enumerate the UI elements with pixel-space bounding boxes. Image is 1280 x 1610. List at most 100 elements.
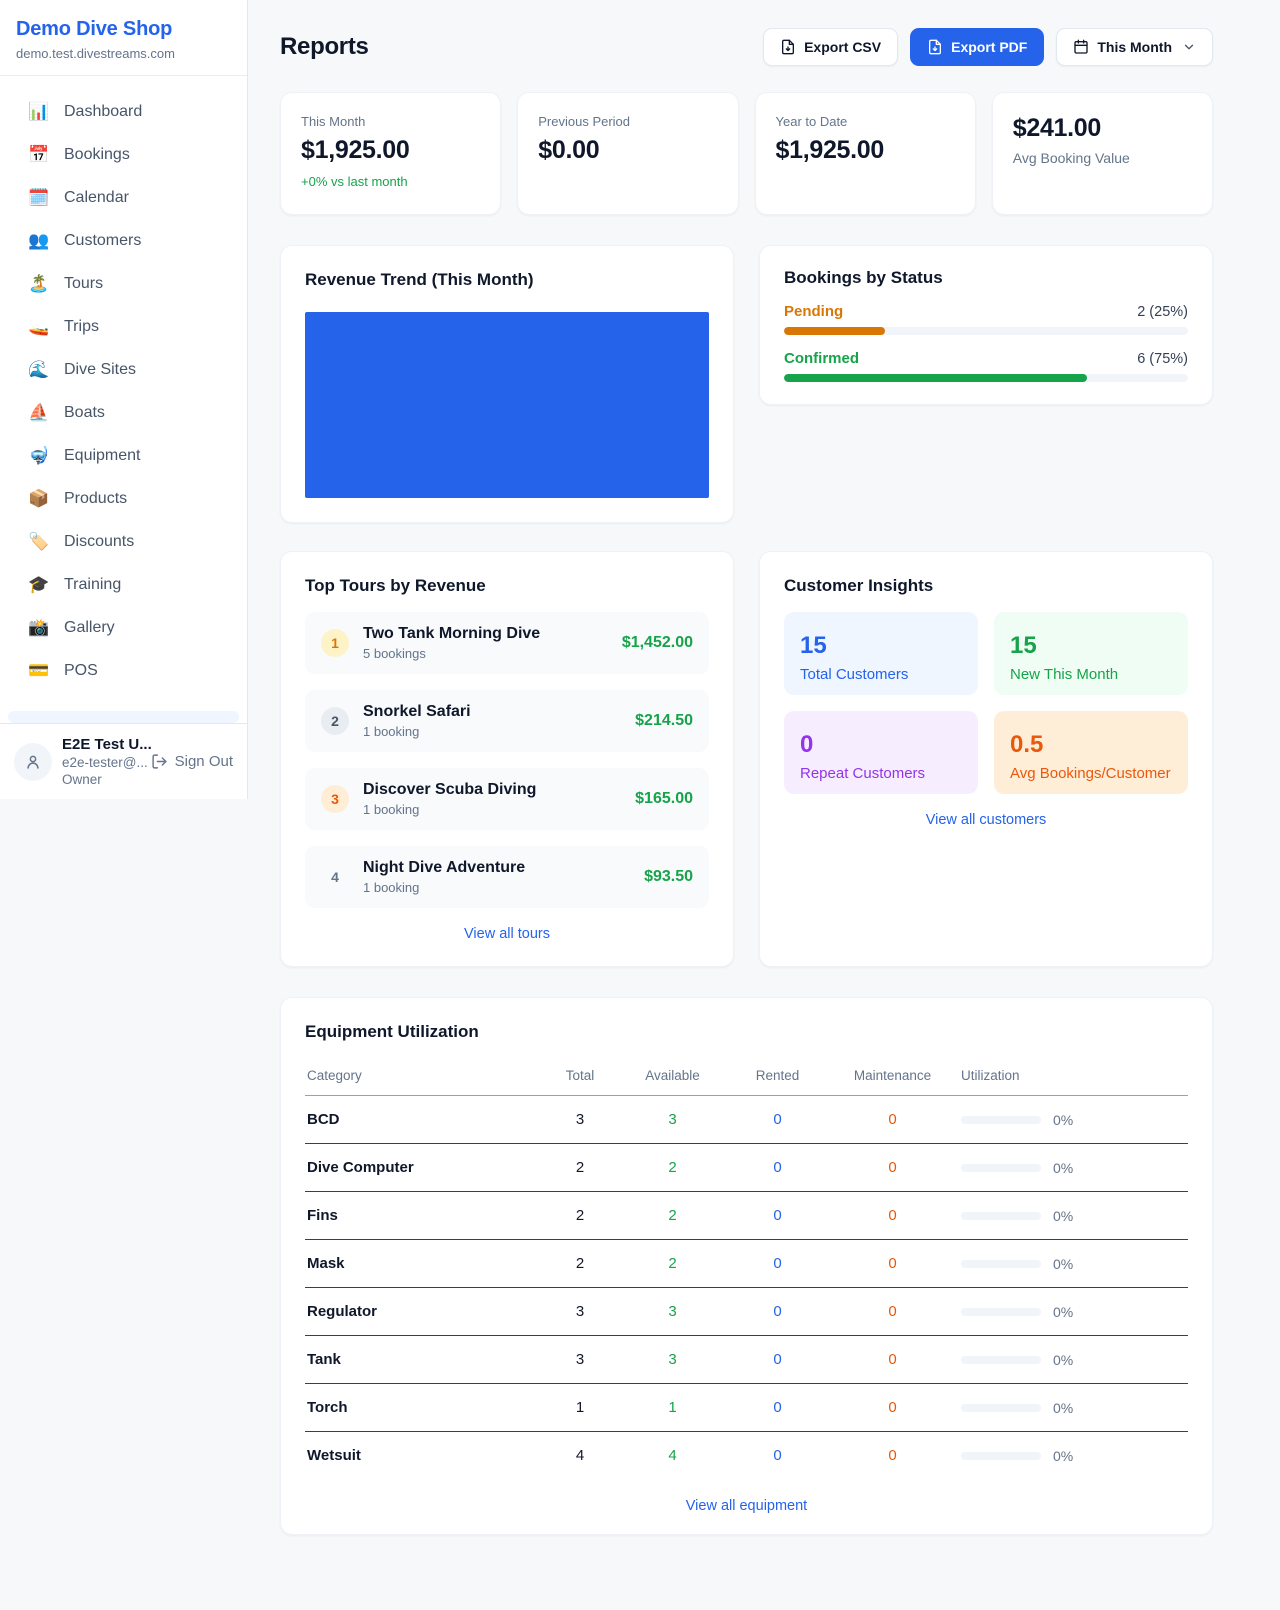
tile-total-customers: 15 Total Customers	[784, 612, 978, 695]
stat-value: $1,925.00	[301, 136, 410, 164]
user-email: e2e-tester@...	[62, 755, 148, 770]
tour-name: Snorkel Safari	[363, 703, 471, 720]
export-pdf-button[interactable]: Export PDF	[910, 28, 1045, 66]
table-row: Torch 1 1 0 0 0%	[305, 1383, 1188, 1432]
cell-category: Fins	[305, 1191, 540, 1240]
cell-maintenance: 0	[830, 1095, 955, 1144]
diving-mask-icon: 🤿	[28, 446, 50, 465]
table-row: Mask 2 2 0 0 0%	[305, 1239, 1188, 1288]
sidebar-item-tours[interactable]: 🏝️ Tours	[8, 262, 239, 305]
brand-name[interactable]: Demo Dive Shop	[16, 18, 173, 40]
sidebar-item-calendar[interactable]: 🗓️ Calendar	[8, 176, 239, 219]
sidebar-item-trips[interactable]: 🚤 Trips	[8, 305, 239, 348]
sidebar-item-discounts[interactable]: 🏷️ Discounts	[8, 520, 239, 563]
sidebar-item-label: Training	[64, 575, 122, 593]
column-header-rented: Rented	[725, 1060, 830, 1096]
stat-card-year-to-date: Year to Date $1,925.00	[754, 92, 976, 215]
cell-maintenance: 0	[830, 1143, 955, 1192]
utilization-percent: 0%	[1053, 1159, 1074, 1176]
sidebar-item-dive-sites[interactable]: 🌊 Dive Sites	[8, 348, 239, 391]
status-label: Pending	[784, 303, 844, 320]
status-row-pending: Pending 2 (25%)	[784, 303, 1188, 335]
sign-out-button[interactable]: Sign Out	[151, 753, 233, 770]
sidebar-item-label: Equipment	[64, 446, 141, 464]
cell-rented: 0	[725, 1239, 830, 1288]
stat-label: This Month	[301, 114, 366, 129]
cell-total: 2	[540, 1143, 620, 1192]
avatar	[14, 742, 52, 781]
graduation-cap-icon: 🎓	[28, 575, 50, 594]
user-role: Owner	[62, 772, 102, 787]
sidebar-nav: 📊 Dashboard 📅 Bookings 🗓️ Calendar 👥 Cus…	[0, 76, 247, 709]
chevron-down-icon	[1184, 44, 1194, 50]
export-csv-button[interactable]: Export CSV	[763, 28, 899, 66]
status-count: 6 (75%)	[1137, 350, 1188, 367]
stat-label: Previous Period	[538, 114, 631, 129]
cell-utilization: 0%	[955, 1239, 1188, 1288]
view-all-customers-link[interactable]: View all customers	[925, 812, 1047, 828]
file-download-icon	[929, 39, 942, 55]
cell-utilization: 0%	[955, 1143, 1188, 1192]
sidebar-item-training[interactable]: 🎓 Training	[8, 563, 239, 606]
revenue-trend-title: Revenue Trend (This Month)	[305, 270, 534, 289]
credit-card-icon: 💳	[28, 661, 50, 680]
tour-revenue: $93.50	[644, 868, 693, 885]
cell-available: 2	[620, 1191, 725, 1240]
utilization-percent: 0%	[1053, 1447, 1074, 1464]
sidebar-item-pos[interactable]: 💳 POS	[8, 649, 239, 692]
cell-maintenance: 0	[830, 1287, 955, 1336]
insights-row: Top Tours by Revenue 1 Two Tank Morning …	[280, 551, 1213, 967]
bookings-by-status-title: Bookings by Status	[784, 268, 943, 287]
sidebar-item-products[interactable]: 📦 Products	[8, 477, 239, 520]
cell-total: 3	[540, 1095, 620, 1144]
cell-category: Regulator	[305, 1287, 540, 1336]
utilization-bar	[961, 1451, 1041, 1460]
view-all-tours-link[interactable]: View all tours	[464, 926, 550, 942]
status-label: Confirmed	[784, 350, 859, 367]
speedboat-icon: 🚤	[28, 317, 50, 336]
users-icon: 👥	[28, 231, 50, 250]
sidebar-item-equipment[interactable]: 🤿 Equipment	[8, 434, 239, 477]
wave-icon: 🌊	[28, 360, 50, 379]
progress-track	[784, 374, 1188, 382]
sidebar-item-gallery[interactable]: 📸 Gallery	[8, 606, 239, 649]
stats-row: This Month $1,925.00 +0% vs last month P…	[280, 92, 1213, 215]
cell-total: 3	[540, 1335, 620, 1384]
cell-maintenance: 0	[830, 1239, 955, 1288]
tour-row[interactable]: 4 Night Dive Adventure 1 booking $93.50	[305, 846, 709, 908]
tour-row[interactable]: 3 Discover Scuba Diving 1 booking $165.0…	[305, 768, 709, 830]
stat-value: $241.00	[1012, 114, 1102, 142]
sidebar-item-customers[interactable]: 👥 Customers	[8, 219, 239, 262]
sidebar-item-label: Customers	[64, 231, 142, 249]
page-title: Reports	[280, 33, 369, 60]
tag-icon: 🏷️	[28, 532, 50, 551]
cell-rented: 0	[725, 1143, 830, 1192]
cell-rented: 0	[725, 1095, 830, 1144]
top-tours-card: Top Tours by Revenue 1 Two Tank Morning …	[280, 551, 734, 967]
active-nav-item-partial[interactable]	[8, 711, 239, 723]
utilization-bar	[961, 1259, 1041, 1268]
view-all-equipment-link[interactable]: View all equipment	[685, 1497, 808, 1514]
sidebar-item-label: POS	[64, 661, 98, 679]
sidebar-item-bookings[interactable]: 📅 Bookings	[8, 133, 239, 176]
tour-row[interactable]: 1 Two Tank Morning Dive 5 bookings $1,45…	[305, 612, 709, 674]
cell-rented: 0	[725, 1191, 830, 1240]
sidebar-item-dashboard[interactable]: 📊 Dashboard	[8, 90, 239, 133]
tour-row[interactable]: 2 Snorkel Safari 1 booking $214.50	[305, 690, 709, 752]
utilization-bar	[961, 1355, 1041, 1364]
export-pdf-label: Export PDF	[951, 39, 1028, 55]
sidebar-item-label: Tours	[64, 274, 104, 292]
sidebar-item-boats[interactable]: ⛵ Boats	[8, 391, 239, 434]
cell-utilization: 0%	[955, 1095, 1188, 1144]
period-dropdown[interactable]: This Month	[1056, 28, 1213, 66]
utilization-bar	[961, 1163, 1041, 1172]
utilization-bar	[961, 1115, 1041, 1124]
tile-label: Repeat Customers	[800, 765, 926, 782]
insight-tiles: 15 Total Customers 15 New This Month 0 R…	[784, 612, 1188, 794]
rank-badge: 2	[321, 707, 349, 735]
column-header-total: Total	[540, 1060, 620, 1096]
utilization-percent: 0%	[1053, 1207, 1074, 1224]
cell-category: BCD	[305, 1095, 540, 1144]
cell-total: 4	[575, 1447, 585, 1465]
